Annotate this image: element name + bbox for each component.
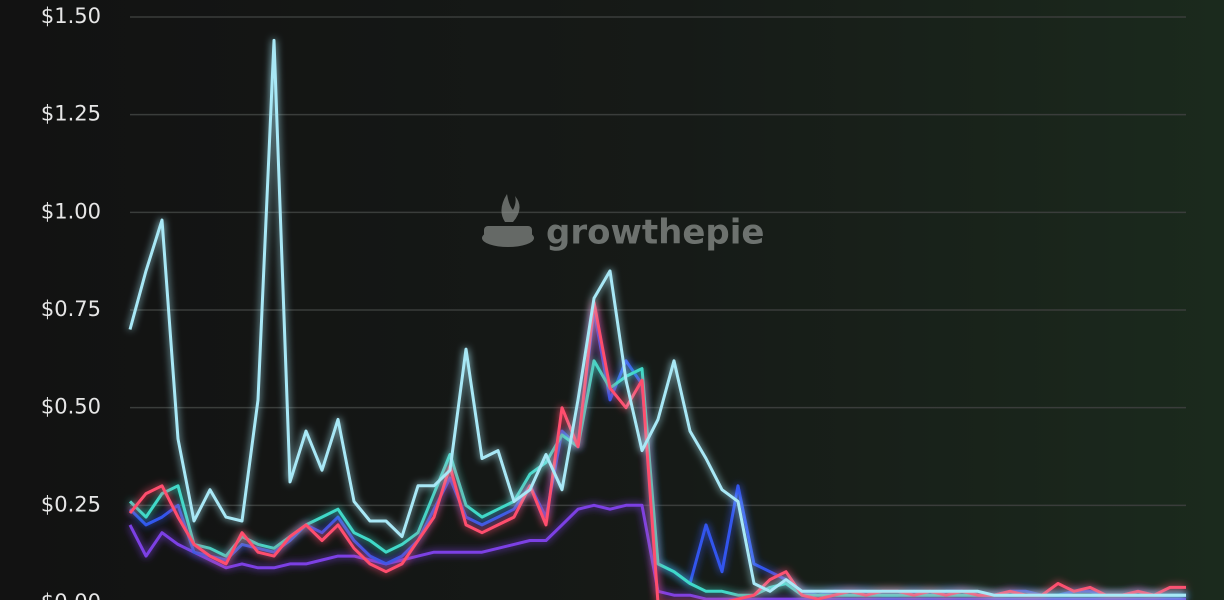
watermark-logo — [482, 194, 534, 247]
line-series — [128, 300, 1186, 600]
y-tick-label: $0.00 — [41, 590, 101, 600]
y-tick-label: $1.25 — [41, 102, 101, 126]
y-tick-label: $0.75 — [41, 297, 101, 321]
y-tick-label: $0.50 — [41, 395, 101, 419]
y-tick-label: $1.50 — [41, 4, 101, 28]
line-series — [128, 38, 1186, 597]
y-tick-label: $1.00 — [41, 199, 101, 223]
y-tick-label: $0.25 — [41, 492, 101, 516]
watermark: growthepie — [546, 213, 764, 253]
